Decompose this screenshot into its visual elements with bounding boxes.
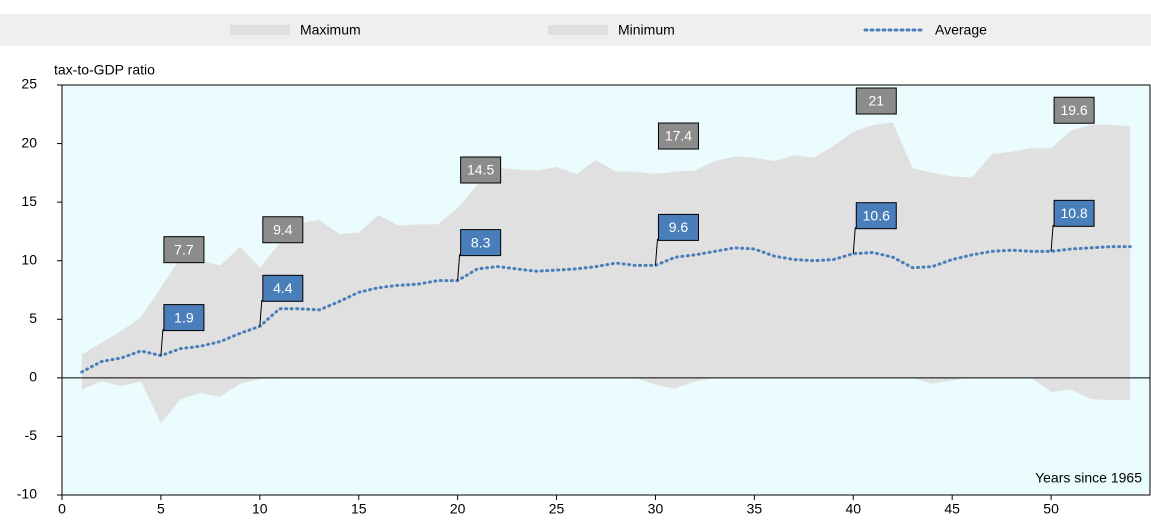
y-tick-label: -10 [17, 486, 37, 502]
y-tick-label: 25 [21, 76, 37, 92]
label-box [657, 122, 699, 150]
data-label: 8.3 [471, 234, 491, 250]
label-box [855, 87, 897, 115]
y-tick-label: 5 [29, 310, 37, 326]
data-label: 21 [868, 93, 884, 109]
label-box [1053, 199, 1095, 227]
data-label: 10.8 [1060, 205, 1087, 221]
plot-frame [61, 84, 1151, 496]
x-tick-label: 15 [351, 501, 367, 517]
label-box [460, 229, 502, 257]
label-box [163, 236, 205, 264]
data-label: 17.4 [665, 128, 692, 144]
y-tick-label: 10 [21, 251, 37, 267]
data-label: 4.4 [273, 280, 293, 296]
x-axis-title: Years since 1965 [1035, 470, 1142, 486]
label-box [460, 156, 502, 184]
legend-label: Maximum [300, 22, 361, 38]
x-tick-label: 10 [252, 501, 268, 517]
label-box [855, 202, 897, 230]
area [81, 377, 1131, 424]
legend-swatch [548, 25, 608, 35]
data-label: 1.9 [174, 309, 194, 325]
label-box [1053, 96, 1095, 124]
y-tick-label: -5 [25, 427, 38, 443]
x-tick-label: 0 [58, 501, 66, 517]
y-tick-label: 20 [21, 134, 37, 150]
data-label: 7.7 [174, 241, 194, 257]
area [81, 122, 1131, 378]
y-axis-title: tax-to-GDP ratio [54, 62, 155, 78]
legend-swatch [230, 25, 290, 35]
legend-label: Minimum [618, 22, 675, 38]
y-tick-label: 0 [29, 369, 37, 385]
x-tick-label: 35 [747, 501, 763, 517]
x-tick-label: 5 [157, 501, 165, 517]
label-box [657, 213, 699, 241]
y-tick-label: 15 [21, 193, 37, 209]
x-tick-label: 50 [1043, 501, 1059, 517]
x-tick-label: 30 [648, 501, 664, 517]
label-box [262, 216, 304, 244]
data-label: 19.6 [1060, 102, 1087, 118]
x-tick-label: 20 [450, 501, 466, 517]
label-box [163, 304, 205, 332]
data-label: 10.6 [863, 207, 890, 223]
label-box [262, 274, 304, 302]
legend-label: Average [935, 22, 987, 38]
line [80, 245, 1132, 374]
x-tick-label: 25 [549, 501, 565, 517]
data-label: 9.6 [669, 219, 689, 235]
x-tick-label: 40 [845, 501, 861, 517]
data-label: 14.5 [467, 162, 494, 178]
x-tick-label: 45 [944, 501, 960, 517]
data-label: 9.4 [273, 221, 293, 237]
